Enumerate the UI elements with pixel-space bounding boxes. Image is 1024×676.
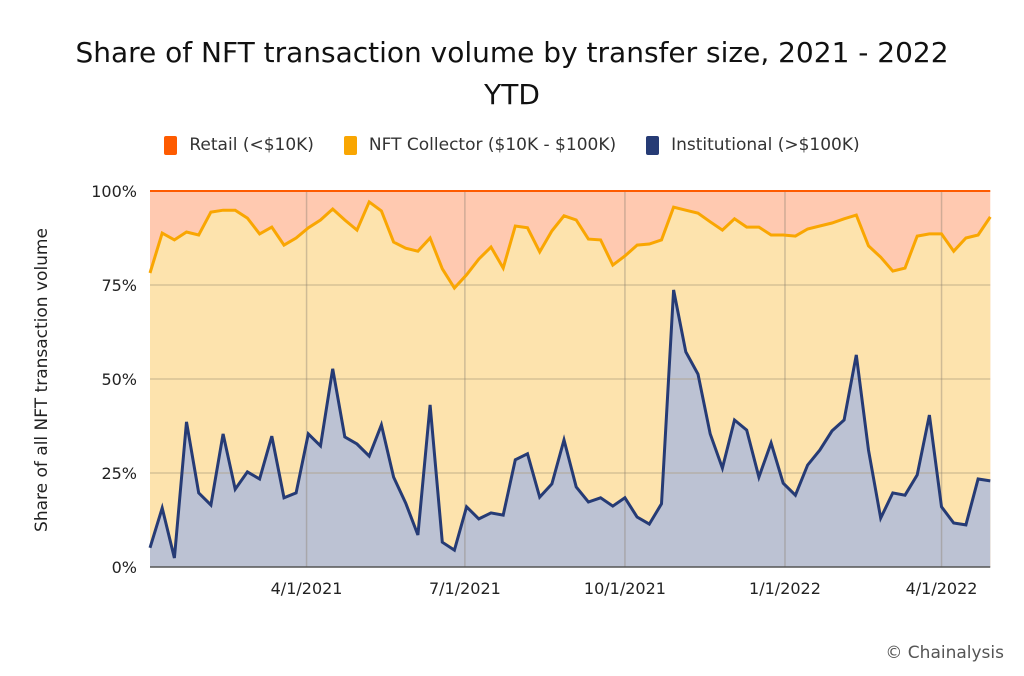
x-tick-label: 1/1/2022 [749,579,821,598]
legend-swatch-institutional [646,135,660,155]
x-tick-label: 7/1/2021 [429,579,501,598]
chart-title-line-1: Share of NFT transaction volume by trans… [75,36,949,69]
legend-item-institutional: Institutional (>$100K) [646,135,860,155]
x-tick-label: 4/1/2021 [271,579,343,598]
y-tick-label: 75% [101,276,137,295]
y-tick-label: 50% [101,370,137,389]
legend-label-retail: Retail (<$10K) [189,135,314,155]
y-tick-label: 100% [91,182,137,201]
x-tick-label: 4/1/2022 [906,579,978,598]
source-credit: © Chainalysis [885,643,1004,663]
chart-title: Share of NFT transaction volume by trans… [0,32,1024,116]
chart-legend: Retail (<$10K) NFT Collector ($10K - $10… [0,135,1024,155]
chart-title-line-2: YTD [484,78,540,111]
institutional-line [148,289,991,559]
legend-label-collector: NFT Collector ($10K - $100K) [368,135,617,155]
y-tick-label: 25% [101,464,137,483]
legend-item-collector: NFT Collector ($10K - $100K) [343,135,617,155]
legend-swatch-collector [343,135,357,155]
legend-swatch-retail [164,135,178,155]
collector-line [148,199,992,291]
legend-item-retail: Retail (<$10K) [164,135,314,155]
institutional-area [150,289,991,567]
y-tick-label: 0% [112,558,137,577]
legend-label-institutional: Institutional (>$100K) [671,135,860,155]
x-tick-label: 10/1/2021 [584,579,666,598]
